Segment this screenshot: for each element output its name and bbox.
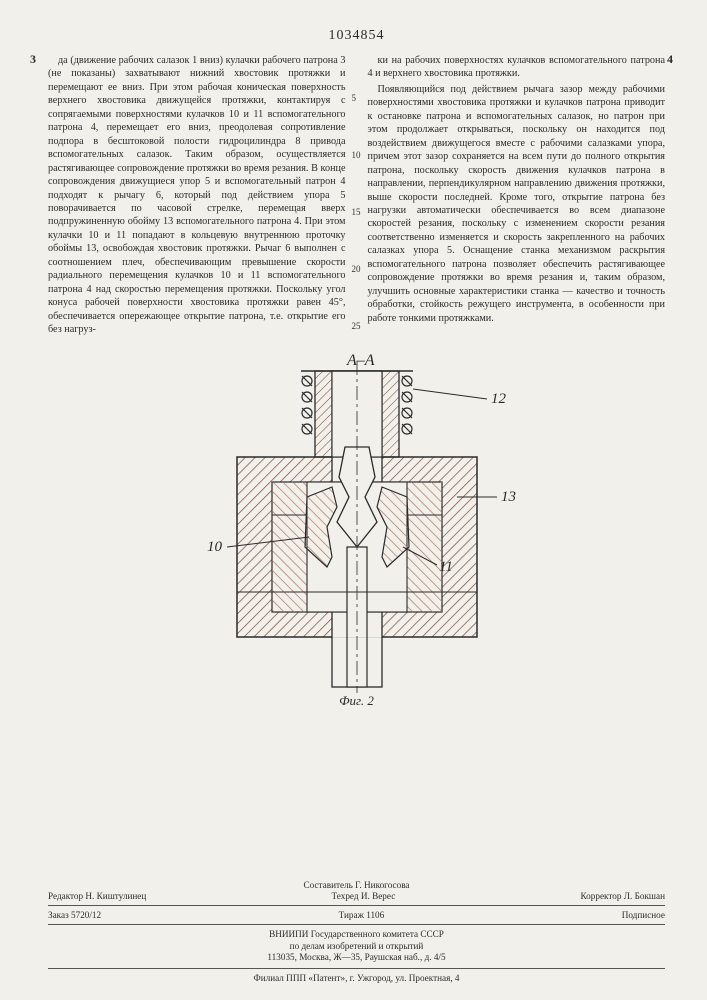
left-column: 3 да (движение рабочих салазок 1 вниз) к… (48, 54, 346, 339)
callout-12: 12 (491, 391, 507, 407)
line-marker: 10 (352, 151, 361, 160)
figure-caption: Фиг. 2 (339, 693, 374, 709)
order-number: Заказ 5720/12 (48, 910, 101, 920)
footer-org: ВНИИПИ Государственного комитета СССР по… (48, 929, 665, 964)
line-marker: 20 (352, 265, 361, 274)
right-paragraph-1: ки на рабочих поверхностях кулачков вспо… (368, 54, 666, 81)
patent-number: 1034854 (48, 28, 665, 44)
page-num-right: 4 (667, 52, 673, 67)
text-columns: 3 да (движение рабочих салазок 1 вниз) к… (48, 54, 665, 339)
figure-2: А–А (48, 347, 665, 709)
footer-branch: Филиал ППП «Патент», г. Ужгород, ул. Про… (48, 973, 665, 985)
section-label: А–А (346, 352, 375, 369)
right-paragraph-2: Появляющийся под действием рычага зазор … (368, 83, 666, 325)
editor: Редактор Н. Киштулинец (48, 891, 146, 901)
callout-10: 10 (207, 539, 223, 555)
figure-svg: А–А (177, 347, 537, 697)
subscription: Подписное (622, 910, 665, 920)
compiler: Составитель Г. Никогосова (304, 880, 410, 890)
right-body-text: ки на рабочих поверхностях кулачков вспо… (368, 54, 666, 325)
left-paragraph: да (движение рабочих салазок 1 вниз) кул… (48, 54, 346, 337)
left-body-text: да (движение рабочих салазок 1 вниз) кул… (48, 54, 346, 337)
callout-13: 13 (501, 489, 516, 505)
page-num-left: 3 (30, 52, 36, 67)
line-marker: 5 (352, 94, 361, 103)
footer: Составитель Г. Никогосова Редактор Н. Ки… (48, 879, 665, 984)
circulation: Тираж 1106 (339, 910, 385, 920)
line-marker: 25 (352, 322, 361, 331)
line-marker: 15 (352, 208, 361, 217)
tech-editor: Техред И. Верес (332, 891, 396, 901)
corrector: Корректор Л. Бокшан (581, 891, 665, 901)
callout-11: 11 (439, 559, 453, 575)
line-numbers: 5 10 15 20 25 (352, 94, 361, 331)
right-column: 4 5 10 15 20 25 ки на рабочих поверхност… (368, 54, 666, 339)
